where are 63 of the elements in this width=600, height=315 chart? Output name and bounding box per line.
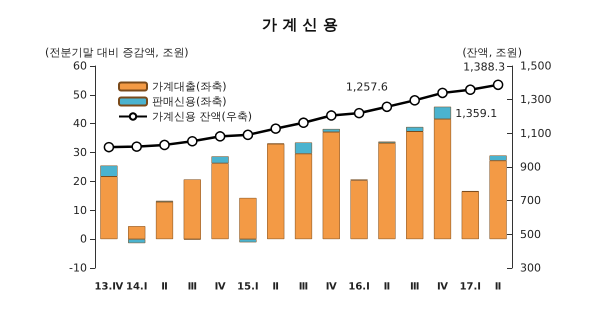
legend-label: 판매신용(좌축)	[152, 95, 227, 108]
point	[159, 140, 170, 150]
y2-tick-label: 1,300	[520, 93, 552, 106]
point	[131, 141, 142, 152]
bar	[184, 179, 201, 240]
bar	[267, 144, 284, 240]
y-tick-label: 10	[73, 204, 87, 217]
x-tick-label: Ⅱ	[384, 282, 390, 292]
y2-tick-label: 1,100	[520, 126, 552, 140]
chart-title: 가 계 신 용	[262, 16, 338, 34]
point	[242, 130, 254, 140]
x-tick-label: Ⅲ	[298, 282, 308, 292]
y-tick-label: 60	[73, 60, 87, 72]
y-tick-label: 0	[80, 232, 87, 246]
bar	[156, 202, 174, 240]
legend-label: 가계대출(좌축)	[152, 80, 227, 93]
y-tick-label: 40	[73, 117, 87, 130]
y-tick-label: 50	[73, 88, 87, 102]
y2-tick-label: 500	[520, 228, 541, 241]
point	[437, 88, 448, 98]
data-label: 1,359.1	[455, 106, 498, 120]
point	[298, 117, 309, 128]
bar	[462, 192, 479, 240]
y2-tick-label: 300	[520, 262, 541, 274]
x-tick-label: 15.Ⅰ	[237, 282, 259, 292]
x-tick-label: Ⅱ	[494, 282, 502, 292]
y2-tick-label: 900	[520, 160, 541, 174]
x-tick-label: 14.Ⅰ	[126, 282, 148, 292]
bar	[350, 180, 368, 240]
y-axis-title: (전분기말 대비 증감액, 조원)	[45, 46, 189, 59]
y-tick-label: -10	[69, 262, 87, 274]
x-tick-label: Ⅳ	[437, 282, 448, 292]
point	[354, 108, 364, 118]
y-tick-label: 20	[73, 174, 87, 188]
x-tick-label: Ⅳ	[326, 282, 337, 292]
y2-axis-title: (잔액, 조원)	[462, 46, 522, 59]
bar	[322, 132, 340, 240]
x-tick-label: Ⅲ	[188, 282, 198, 292]
point	[492, 80, 504, 90]
y2-tick-label: 1,500	[520, 60, 552, 72]
y2-tick-label: 700	[520, 194, 541, 208]
x-tick-label: 17.Ⅰ	[460, 282, 482, 292]
bar	[239, 198, 257, 240]
y-tick-label: 30	[73, 146, 87, 160]
bar	[128, 226, 146, 240]
x-tick-label: 16.Ⅰ	[348, 282, 370, 292]
point	[382, 102, 392, 112]
x-tick-label: 13.Ⅳ	[94, 282, 124, 292]
point	[187, 136, 198, 146]
x-tick-label: Ⅱ	[272, 282, 279, 292]
point	[214, 131, 226, 142]
legend-label: 가계신용 잔액(우축)	[152, 110, 252, 123]
point	[326, 110, 337, 121]
data-label: 1,388.3	[463, 60, 506, 74]
x-tick-label: Ⅳ	[214, 282, 226, 292]
point	[465, 84, 476, 95]
point	[270, 123, 281, 134]
point	[104, 142, 114, 152]
data-label: 1,257.6	[346, 80, 388, 94]
x-tick-label: Ⅱ	[161, 282, 168, 292]
x-tick-label: Ⅲ	[410, 282, 420, 292]
point	[409, 95, 420, 106]
bar	[378, 143, 396, 240]
